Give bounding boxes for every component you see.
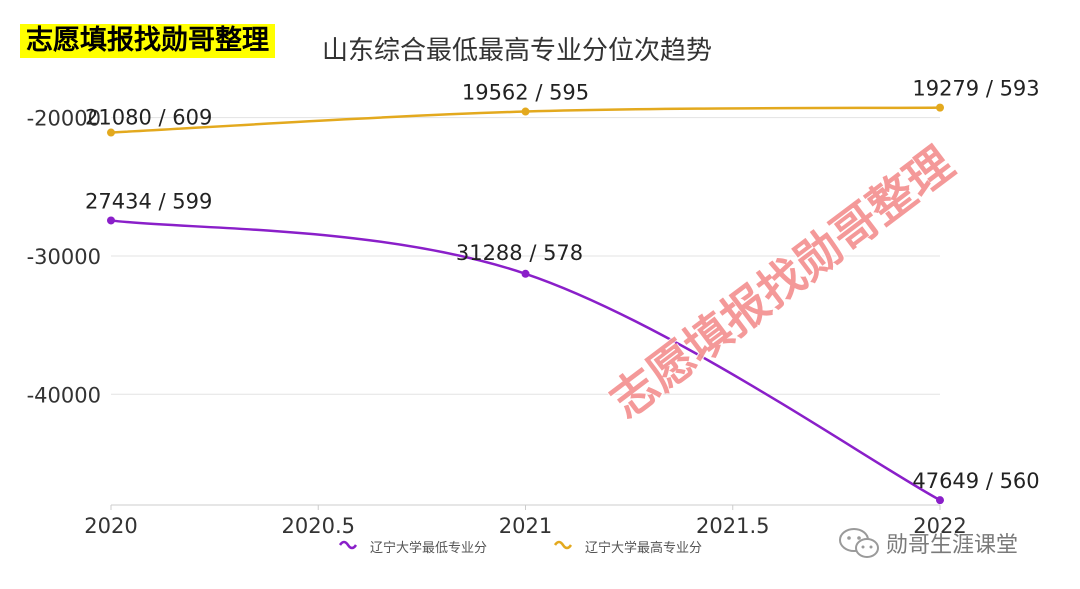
y-tick-label: -20000 <box>27 107 101 131</box>
series-lines <box>107 103 944 505</box>
x-tick-label: 2020.5 <box>282 514 355 538</box>
wechat-icon <box>839 528 879 558</box>
data-label: 27434 / 599 <box>85 189 212 213</box>
x-tick-label: 2021.5 <box>696 514 769 538</box>
data-label: 19562 / 595 <box>462 81 589 105</box>
wechat-account[interactable]: 勋哥生涯课堂 <box>838 526 1018 560</box>
y-tick-label: -30000 <box>27 245 101 269</box>
data-point <box>936 103 944 112</box>
legend-swatch <box>338 540 358 550</box>
data-label: 19279 / 593 <box>912 77 1039 101</box>
data-point <box>936 496 944 505</box>
x-tick-label: 2021 <box>499 514 552 538</box>
data-label: 47649 / 560 <box>912 469 1039 493</box>
data-label: 31288 / 578 <box>456 241 583 265</box>
legend-label: 辽宁大学最低专业分 <box>370 540 487 556</box>
brand-banner: 志愿填报找勋哥整理 <box>20 24 275 58</box>
data-point <box>521 107 530 116</box>
y-tick-label: -40000 <box>27 383 101 407</box>
legend: 辽宁大学最低专业分 辽宁大学最高专业分 <box>338 540 702 556</box>
x-tick-label: 2020 <box>84 514 137 538</box>
data-point <box>521 269 530 278</box>
wechat-account-name: 勋哥生涯课堂 <box>886 533 1019 558</box>
chart-title: 山东综合最低最高专业分位次趋势 <box>322 36 713 66</box>
data-point <box>107 128 115 137</box>
legend-label: 辽宁大学最高专业分 <box>585 540 702 556</box>
legend-swatch <box>553 540 573 550</box>
x-tick-label: 2022 <box>913 514 966 538</box>
data-labels: 27434 / 599 31288 / 578 47649 / 560 21080 /… <box>85 77 1040 494</box>
data-label: 21080 / 609 <box>85 106 212 130</box>
grid-lines <box>111 117 940 395</box>
axes: -20000 -30000 -40000 2020 2020.5 2021 2021.5 20… <box>27 107 967 538</box>
data-point <box>107 216 115 225</box>
